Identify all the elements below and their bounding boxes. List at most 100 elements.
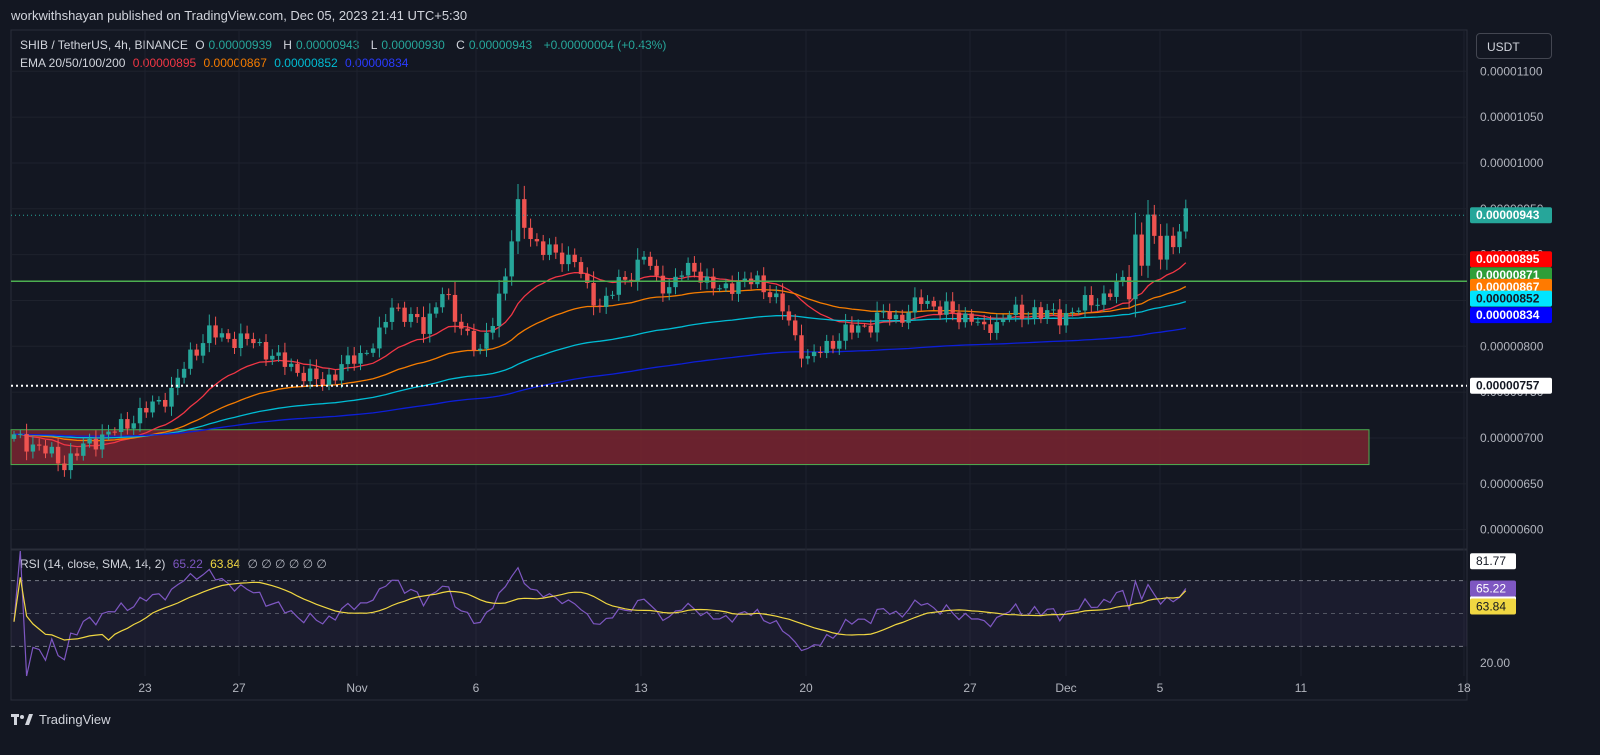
candle-body	[358, 352, 363, 364]
candle-body	[692, 262, 697, 272]
candle-body	[106, 431, 111, 435]
candle-body	[150, 401, 155, 413]
candle-body	[956, 312, 962, 323]
candle-body	[87, 438, 92, 444]
price-tick-label: 0.00000600	[1480, 523, 1544, 537]
candle-body	[610, 294, 615, 296]
price-label-box	[1470, 278, 1552, 295]
candle-body	[1101, 293, 1107, 305]
ema-legend: EMA 20/50/100/200 0.00000895 0.00000867 …	[20, 56, 412, 70]
candle-body	[711, 276, 716, 289]
candle-body	[81, 443, 86, 456]
candle-body	[849, 324, 855, 333]
time-tick-label: 11	[1295, 681, 1308, 695]
candle-body	[1057, 309, 1062, 326]
time-tick-label: 13	[634, 681, 648, 695]
price-label-box	[1470, 290, 1552, 307]
candle-body	[93, 438, 99, 450]
candle-body	[616, 276, 621, 295]
ema-label: EMA 20/50/100/200	[20, 56, 126, 70]
price-label-text: 0.00000895	[1476, 252, 1540, 266]
candle-body	[226, 333, 231, 339]
candle-body	[931, 300, 936, 307]
candle-body	[723, 283, 729, 289]
candle-body	[604, 295, 609, 307]
candle-body	[755, 275, 760, 285]
candle-body	[1007, 315, 1012, 319]
candle-body	[937, 306, 943, 315]
price-label-box	[1470, 207, 1552, 224]
candle-body	[629, 279, 634, 282]
candle-body	[1095, 304, 1100, 306]
tradingview-brand[interactable]: TradingView	[11, 712, 111, 727]
candle-body	[30, 444, 36, 452]
rsi-legend: RSI (14, close, SMA, 14, 2) 65.22 63.84 …	[20, 557, 331, 571]
candle-body	[43, 445, 48, 454]
ema50-line	[14, 285, 1187, 442]
candle-body	[559, 252, 565, 265]
rsi-tick-box	[1470, 595, 1516, 612]
candle-body	[698, 271, 703, 283]
candle-body	[742, 278, 747, 282]
price-label-text: 0.00000834	[1476, 308, 1540, 322]
candle-body	[969, 313, 974, 322]
rsi-value: 65.22	[172, 557, 203, 571]
candle-body	[654, 265, 659, 276]
candle-body	[156, 399, 162, 402]
candle-body	[1038, 307, 1044, 319]
time-tick-label: Nov	[346, 681, 367, 695]
candle-body	[100, 434, 105, 450]
candle-body	[207, 325, 212, 344]
rsi-sma-label: 63.84	[1476, 599, 1506, 613]
candle-body	[276, 352, 281, 356]
price-label-box	[1470, 307, 1552, 324]
time-tick-label: 20	[799, 681, 813, 695]
close-value: 0.00000943	[468, 38, 533, 52]
price-label-box	[1470, 377, 1552, 394]
ema20-line	[14, 262, 1187, 448]
time-tick-label: 27	[232, 681, 246, 695]
price-tick-label: 0.00000850	[1480, 293, 1544, 307]
high-value: 0.00000943	[295, 38, 360, 52]
candle-body	[553, 244, 558, 253]
candle-body	[427, 313, 432, 334]
candle-body	[509, 241, 514, 277]
candle-body	[144, 407, 149, 413]
rsi-tick-box	[1470, 553, 1516, 570]
candle-body	[188, 349, 193, 369]
candle-body	[364, 352, 369, 354]
candle-body	[282, 352, 288, 367]
candle-body	[667, 287, 672, 294]
candle-body	[786, 311, 792, 321]
candle-body	[333, 374, 338, 381]
time-tick-label: 5	[1157, 681, 1164, 695]
candle-body	[37, 444, 42, 446]
candle-body	[900, 314, 905, 323]
candle-body	[1126, 276, 1132, 300]
candle-body	[679, 275, 684, 277]
candle-body	[1026, 318, 1031, 320]
candle-body	[975, 321, 981, 323]
candle-body	[484, 332, 489, 349]
candle-body	[635, 259, 640, 282]
candle-body	[736, 281, 741, 294]
candle-body	[824, 340, 829, 354]
currency-button[interactable]: USDT	[1476, 33, 1552, 59]
candle-body	[566, 254, 571, 265]
time-tick-label: 6	[473, 681, 480, 695]
candle-body	[1145, 214, 1151, 266]
candle-body	[295, 363, 300, 373]
candle-body	[307, 368, 313, 382]
candle-body	[648, 256, 653, 266]
candle-body	[1139, 234, 1144, 266]
candle-body	[163, 399, 168, 407]
candle-body	[893, 314, 899, 320]
candle-body	[251, 338, 256, 344]
rsi-sma-line	[13, 577, 1187, 641]
candle-body	[673, 276, 678, 288]
candle-body	[383, 321, 388, 328]
candle-body	[1013, 304, 1018, 316]
candle-body	[988, 324, 993, 333]
candle-body	[377, 327, 382, 349]
